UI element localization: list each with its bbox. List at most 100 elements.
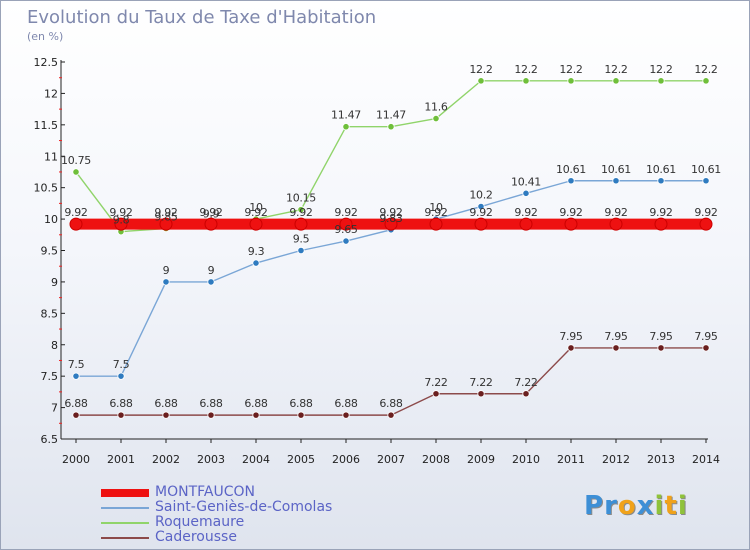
data-point — [297, 246, 305, 255]
brand-letter: o — [617, 491, 637, 521]
data-point — [567, 77, 575, 85]
data-label: 12.2 — [604, 63, 627, 76]
brand-letter: x — [636, 491, 655, 521]
data-point — [204, 217, 218, 231]
data-label: 12.2 — [694, 63, 717, 76]
brand-letter: r — [604, 491, 618, 521]
data-point — [162, 411, 170, 419]
data-point — [432, 114, 440, 123]
y-tick-label: 9.5 — [41, 245, 59, 258]
data-label: 7.22 — [424, 376, 447, 389]
chart-legend: MONTFAUCON Saint-Geniès-de-Comolas Roquema… — [101, 485, 332, 545]
data-label: 9.92 — [604, 206, 627, 219]
data-point — [294, 217, 308, 231]
x-tick-label: 2005 — [287, 453, 315, 466]
data-point — [657, 344, 665, 352]
data-label: 7.95 — [649, 330, 673, 343]
data-label: 6.88 — [109, 397, 133, 410]
data-point — [69, 217, 83, 231]
data-point — [522, 390, 530, 398]
data-point — [612, 344, 620, 352]
data-label: 10.61 — [601, 163, 631, 176]
data-label: 9.92 — [469, 206, 492, 219]
data-label: 6.88 — [289, 397, 313, 410]
x-tick-label: 2004 — [242, 453, 270, 466]
x-tick-label: 2009 — [467, 453, 495, 466]
data-label: 9.92 — [514, 206, 537, 219]
data-label: 7.5 — [68, 358, 85, 371]
y-tick-label: 12 — [44, 87, 58, 100]
legend-swatch — [101, 488, 149, 497]
data-point — [612, 77, 620, 85]
data-label: 11.47 — [331, 109, 361, 122]
data-label: 6.88 — [154, 397, 178, 410]
data-label: 6.88 — [199, 397, 223, 410]
data-point — [609, 217, 623, 231]
data-label: 7.95 — [604, 330, 628, 343]
data-point — [522, 77, 530, 85]
y-tick-label: 7.5 — [41, 370, 59, 383]
legend-item: Roquemaure — [101, 515, 332, 530]
data-point — [252, 411, 260, 419]
data-label: 9.92 — [244, 206, 267, 219]
legend-swatch — [101, 536, 149, 539]
data-label: 12.2 — [514, 63, 537, 76]
brand-letter: t — [664, 491, 678, 521]
data-label: 9.92 — [694, 206, 717, 219]
legend-label: Saint-Geniès-de-Comolas — [155, 499, 333, 515]
data-label: 9.92 — [559, 206, 582, 219]
data-label: 9.5 — [293, 233, 310, 246]
legend-swatch — [101, 521, 149, 524]
data-point — [657, 77, 665, 85]
y-tick-label: 10 — [44, 213, 58, 226]
data-label: 9.92 — [649, 206, 672, 219]
x-tick-label: 2012 — [602, 453, 630, 466]
data-point — [72, 411, 80, 419]
data-label: 10.61 — [691, 163, 721, 176]
data-label: 9.92 — [424, 206, 447, 219]
data-point — [702, 77, 710, 85]
x-tick-label: 2000 — [62, 453, 90, 466]
data-label: 10.61 — [556, 163, 586, 176]
data-label: 12.2 — [469, 63, 492, 76]
data-label: 10.75 — [61, 154, 91, 167]
data-point — [432, 390, 440, 398]
data-point — [207, 411, 215, 419]
x-tick-label: 2006 — [332, 453, 360, 466]
data-point — [117, 411, 125, 419]
data-label: 10 — [429, 201, 443, 214]
data-point — [387, 123, 395, 131]
data-point — [342, 123, 350, 131]
data-label: 12.2 — [649, 63, 672, 76]
y-tick-label: 9 — [51, 276, 58, 289]
y-tick-label: 10.5 — [34, 182, 59, 195]
data-label: 6.88 — [64, 397, 88, 410]
data-point — [477, 77, 485, 85]
data-label: 12.2 — [559, 63, 582, 76]
y-tick-label: 11 — [44, 150, 58, 163]
legend-swatch — [101, 506, 149, 509]
data-point — [567, 177, 575, 185]
x-tick-label: 2014 — [692, 453, 720, 466]
data-point — [429, 217, 443, 231]
x-tick-label: 2007 — [377, 453, 405, 466]
legend-label: MONTFAUCON — [155, 484, 255, 500]
data-label: 9.92 — [154, 206, 177, 219]
data-label: 9.92 — [199, 206, 222, 219]
data-point — [477, 390, 485, 398]
data-point — [699, 217, 713, 231]
data-label: 7.22 — [469, 376, 492, 389]
y-tick-label: 6.5 — [41, 433, 59, 446]
data-point — [249, 217, 263, 231]
data-label: 10.61 — [646, 163, 676, 176]
y-tick-label: 11.5 — [34, 119, 59, 132]
legend-label: Caderousse — [155, 529, 237, 545]
data-label: 9 — [208, 264, 215, 277]
data-point — [342, 411, 350, 419]
y-tick-label: 8.5 — [41, 307, 59, 320]
x-tick-label: 2011 — [557, 453, 585, 466]
data-label: 9.83 — [379, 212, 403, 225]
data-label: 7.95 — [694, 330, 718, 343]
